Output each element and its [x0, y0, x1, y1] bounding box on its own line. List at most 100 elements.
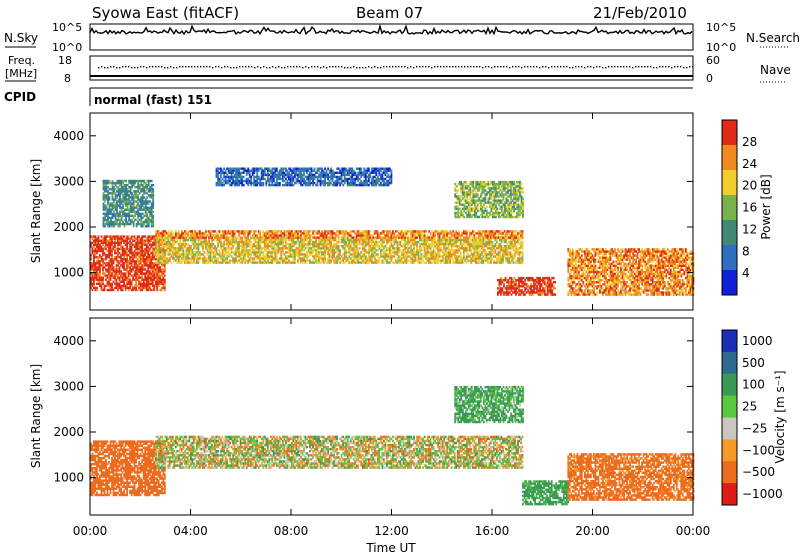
echo-cell: [145, 262, 148, 265]
echo-cell: [358, 243, 361, 246]
echo-cell: [334, 259, 337, 262]
echo-cell: [467, 253, 470, 256]
echo-cell: [334, 238, 337, 242]
echo-cell: [432, 253, 435, 256]
nave-dot: [212, 67, 214, 69]
echo-cell: [133, 239, 136, 242]
echo-cell: [269, 259, 272, 262]
echo-cell: [147, 253, 150, 257]
echo-cell: [117, 253, 119, 257]
echo-cell: [191, 243, 194, 246]
echo-cell: [322, 261, 325, 264]
nave-dot: [218, 66, 220, 68]
echo-cell: [157, 282, 160, 285]
nave-dot: [143, 66, 145, 68]
echo-cell: [288, 255, 290, 258]
echo-cell: [117, 276, 119, 279]
echo-cell: [438, 253, 441, 256]
nsearch-tick-top: 10^5: [706, 21, 736, 34]
nave-dot: [263, 66, 265, 68]
echo-cell: [90, 253, 92, 257]
echo-cell: [179, 234, 182, 237]
echo-cell: [333, 259, 335, 262]
echo-cell: [360, 243, 363, 246]
echo-cell: [141, 251, 144, 255]
echo-cell: [138, 268, 140, 271]
echo-cell: [168, 251, 171, 254]
echo-cell: [154, 280, 157, 283]
nave-dot: [515, 66, 517, 68]
echo-cell: [135, 274, 137, 277]
echo-cell: [185, 243, 188, 246]
echo-cell: [223, 259, 225, 262]
echo-cell: [280, 238, 283, 242]
echo-cell: [502, 259, 504, 262]
echo-cell: [321, 234, 323, 237]
echo-cell: [244, 253, 247, 256]
nave-dot: [158, 66, 160, 68]
echo-cell: [164, 259, 167, 262]
echo-cell: [151, 264, 154, 267]
echo-cell: [268, 255, 271, 258]
echo-cell: [191, 238, 194, 242]
echo-cell: [100, 286, 103, 290]
echo-cell: [242, 257, 245, 260]
echo-cell: [133, 284, 136, 288]
echo-cell: [214, 255, 216, 258]
nave-dot: [578, 66, 580, 68]
echo-cell: [127, 276, 130, 279]
echo-cell: [147, 266, 150, 269]
echo-cell: [313, 261, 316, 264]
echo-cell: [288, 251, 290, 254]
echo-cell: [90, 284, 92, 288]
echo-cell: [159, 261, 162, 264]
echo-cell: [321, 251, 323, 254]
echo-cell: [138, 260, 140, 263]
echo-cell: [145, 247, 148, 251]
echo-cell: [158, 243, 161, 246]
echo-cell: [262, 240, 265, 244]
echo-cell: [182, 251, 185, 254]
echo-cell: [282, 245, 284, 248]
echo-cell: [167, 238, 170, 242]
echo-cell: [221, 245, 224, 248]
echo-cell: [274, 259, 277, 262]
nave-dot: [128, 66, 130, 68]
echo-cell: [239, 230, 242, 233]
echo-cell: [136, 243, 139, 246]
echo-cell: [407, 238, 409, 242]
echo-cell: [215, 238, 218, 242]
echo-cell: [282, 240, 284, 244]
echo-cell: [226, 247, 228, 250]
echo-cell: [129, 282, 131, 285]
echo-cell: [221, 259, 224, 262]
echo-cell: [357, 257, 360, 260]
nave-dot: [110, 66, 112, 68]
echo-cell: [100, 264, 103, 267]
echo-cell: [157, 266, 160, 269]
echo-cell: [367, 251, 370, 254]
echo-cell: [342, 253, 345, 256]
echo-cell: [384, 236, 387, 240]
echo-cell: [135, 288, 137, 292]
echo-cell: [404, 255, 406, 258]
echo-cell: [269, 236, 272, 240]
echo-cell: [262, 251, 265, 254]
echo-cell: [171, 255, 174, 258]
echo-cell: [141, 286, 144, 290]
echo-cell: [441, 251, 444, 254]
echo-cell: [163, 264, 166, 267]
echo-cell: [114, 286, 116, 290]
echo-cell: [121, 272, 124, 275]
echo-cell: [401, 234, 403, 237]
echo-cell: [295, 251, 298, 254]
echo-cell: [135, 260, 137, 263]
echo-cell: [100, 258, 103, 261]
echo-cell: [109, 251, 112, 255]
echo-cell: [319, 261, 322, 264]
echo-cell: [144, 260, 147, 263]
echo-cell: [153, 235, 156, 238]
echo-cell: [259, 257, 262, 260]
echo-cell: [342, 245, 345, 248]
echo-cell: [242, 253, 245, 256]
